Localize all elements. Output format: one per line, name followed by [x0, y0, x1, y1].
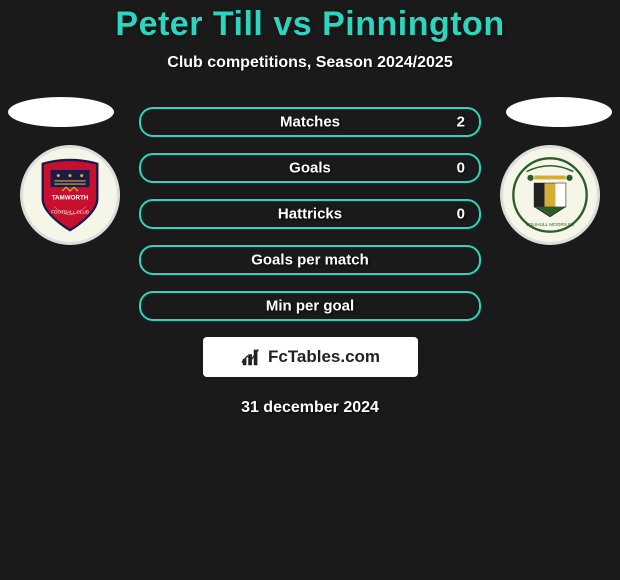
tamworth-crest-icon: TAMWORTH FOOTBALL CLUB [31, 156, 109, 234]
branding-badge[interactable]: FcTables.com [203, 337, 418, 377]
stat-row-goals-per-match: Goals per match [139, 245, 481, 275]
stat-row-goals: Goals 0 [139, 153, 481, 183]
widget-container: Peter Till vs Pinnington Club competitio… [0, 0, 620, 417]
team-right-crest: SOLIHULL MOORS FC [500, 145, 600, 245]
svg-text:FOOTBALL CLUB: FOOTBALL CLUB [51, 210, 89, 215]
stat-right-value: 0 [457, 206, 465, 223]
stats-area: TAMWORTH FOOTBALL CLUB SOLIHULL MOORS FC [0, 107, 620, 321]
stat-row-matches: Matches 2 [139, 107, 481, 137]
stat-label: Goals [289, 160, 331, 177]
stat-right-value: 0 [457, 160, 465, 177]
stat-rows: Matches 2 Goals 0 Hattricks 0 Goals per … [139, 107, 481, 321]
stat-label: Min per goal [266, 298, 354, 315]
update-date: 31 december 2024 [0, 399, 620, 417]
stat-row-min-per-goal: Min per goal [139, 291, 481, 321]
player-left-ellipse [8, 97, 114, 127]
stat-label: Goals per match [251, 252, 369, 269]
svg-text:TAMWORTH: TAMWORTH [52, 195, 89, 202]
team-left-crest: TAMWORTH FOOTBALL CLUB [20, 145, 120, 245]
bar-chart-icon [240, 346, 262, 368]
stat-label: Hattricks [278, 206, 342, 223]
page-title: Peter Till vs Pinnington [0, 5, 620, 44]
page-subtitle: Club competitions, Season 2024/2025 [0, 54, 620, 72]
player-right-ellipse [506, 97, 612, 127]
stat-label: Matches [280, 114, 340, 131]
stat-row-hattricks: Hattricks 0 [139, 199, 481, 229]
stat-right-value: 2 [457, 114, 465, 131]
branding-text: FcTables.com [268, 347, 380, 367]
solihull-moors-crest-icon: SOLIHULL MOORS FC [511, 156, 589, 234]
svg-text:SOLIHULL MOORS FC: SOLIHULL MOORS FC [526, 222, 575, 227]
